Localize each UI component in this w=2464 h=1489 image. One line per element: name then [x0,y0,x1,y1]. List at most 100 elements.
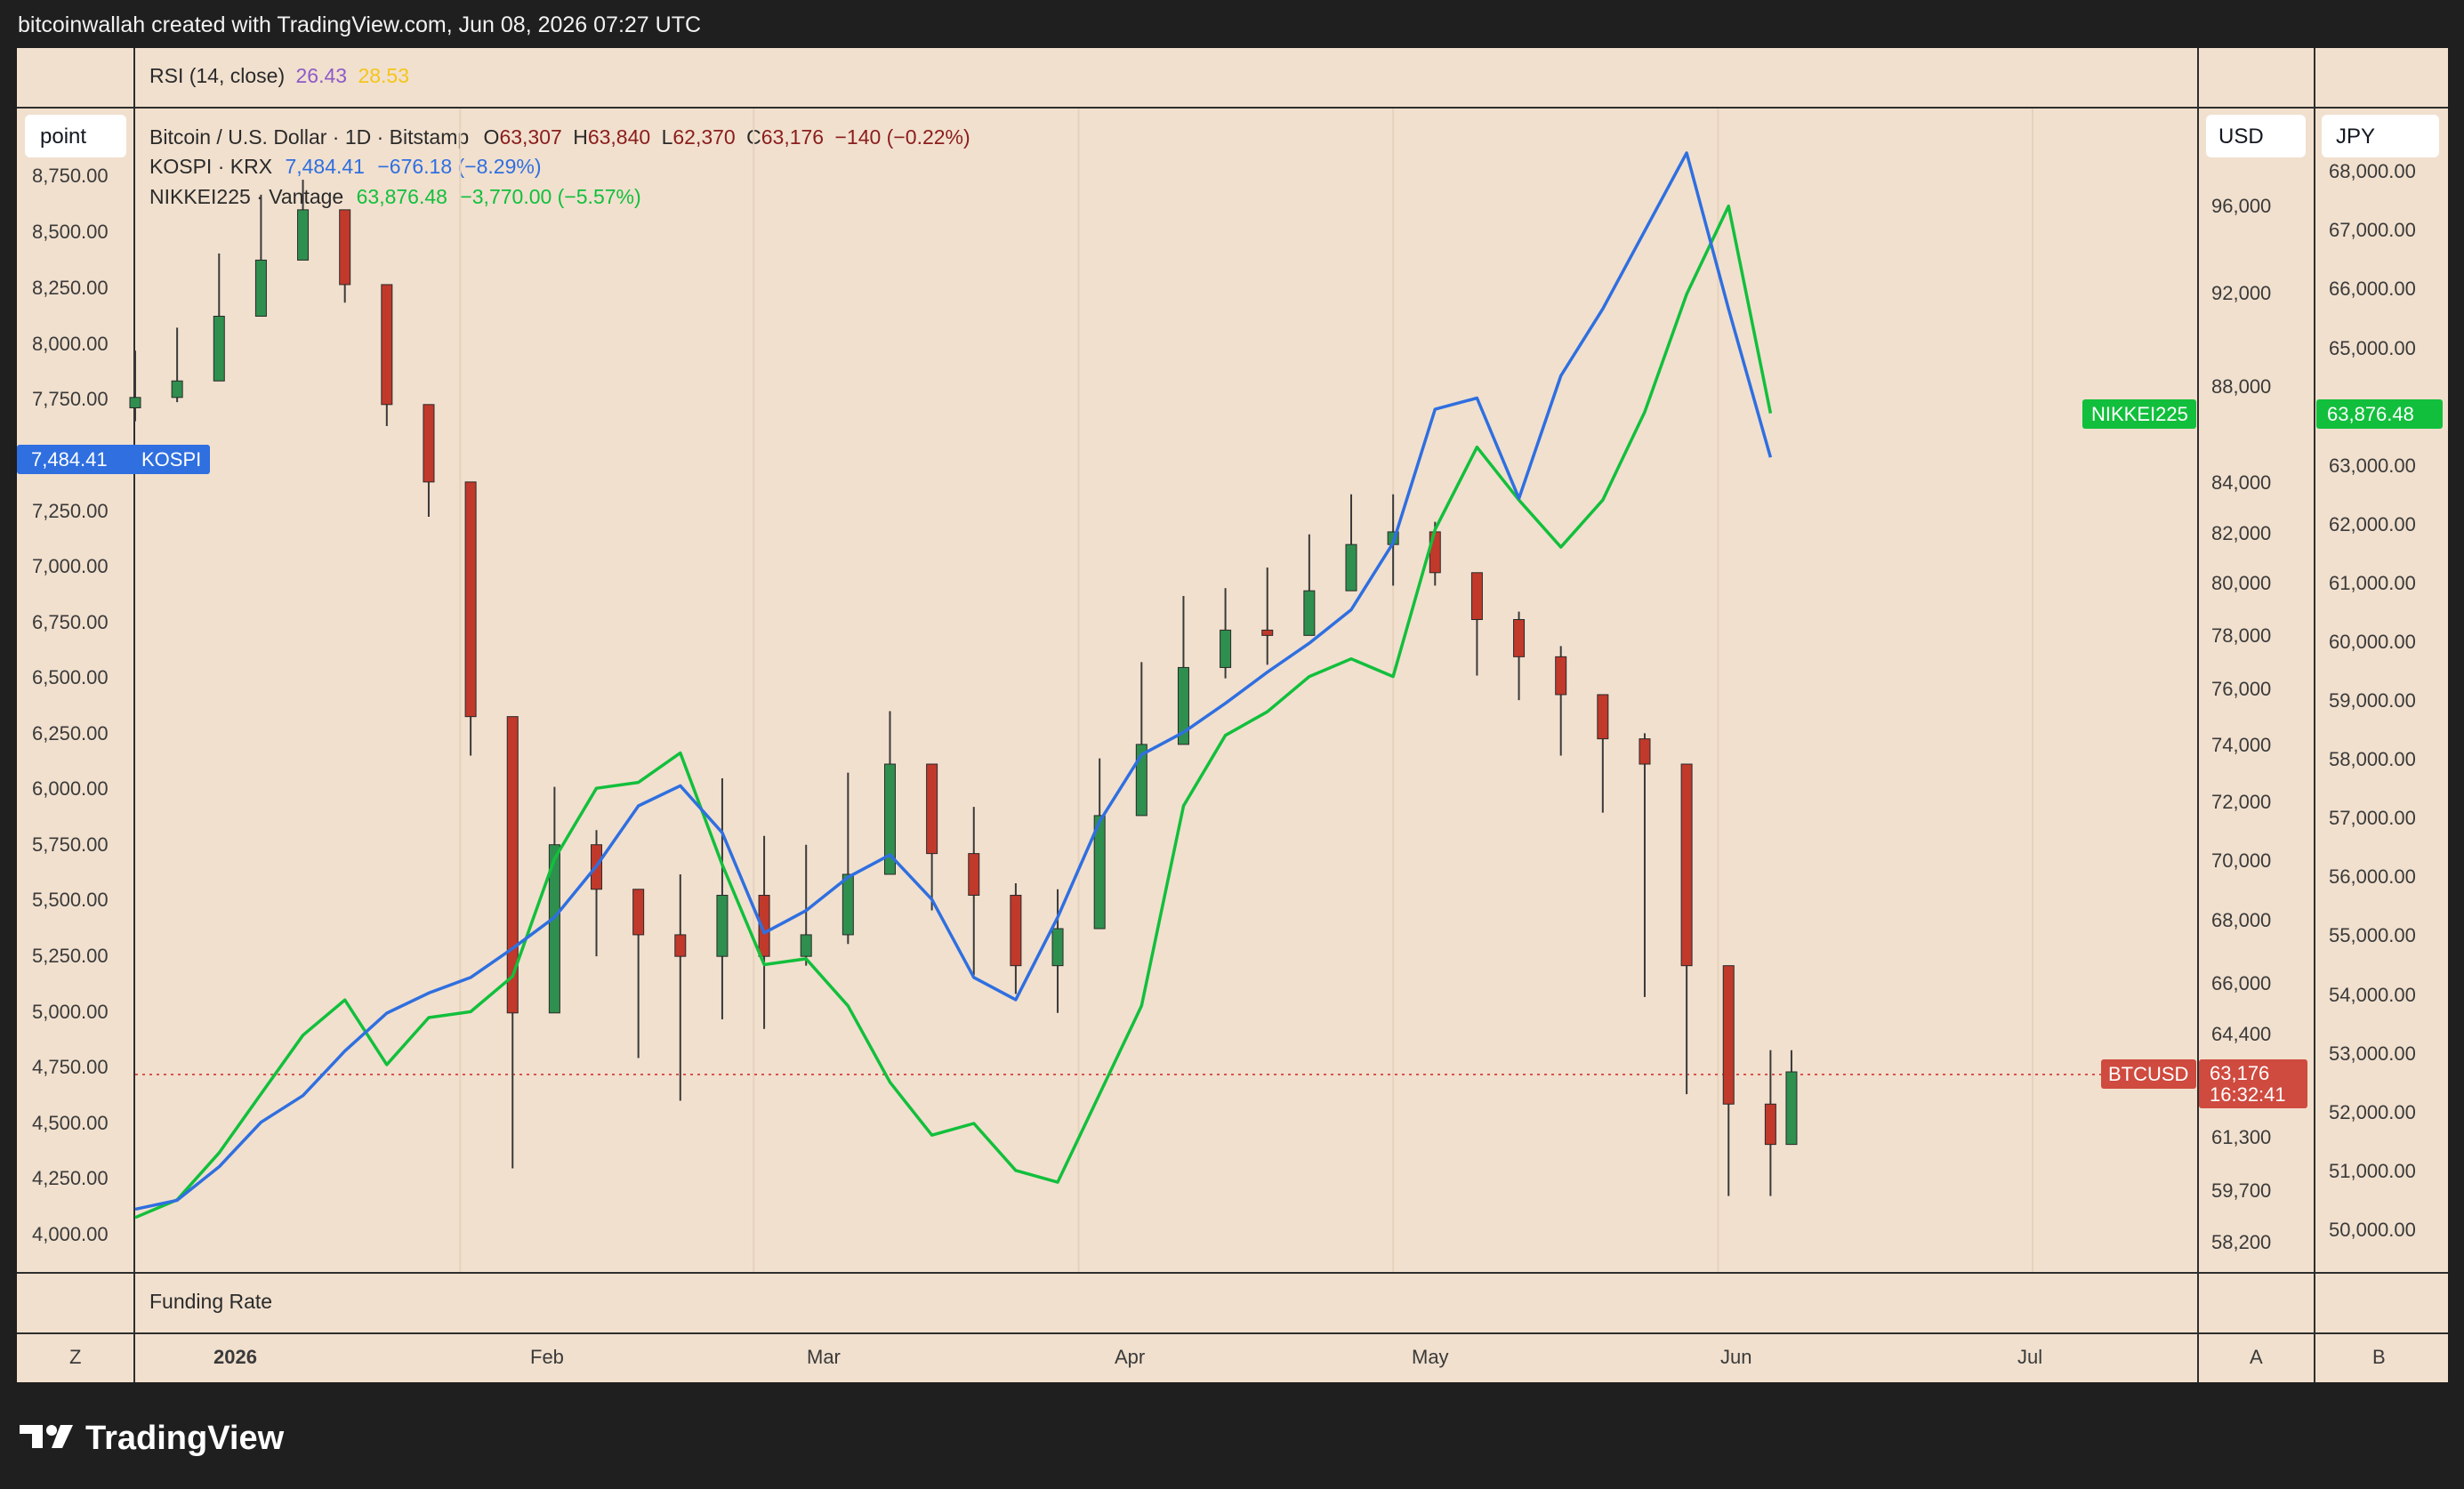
btc-candle-body [1597,694,1609,740]
scale-b-button[interactable]: B [2372,1346,2386,1368]
btc-candle [841,772,854,945]
left-axis-tick: 5,500.00 [32,889,109,911]
btc-candle-body [1177,666,1189,745]
btc-candle [1177,596,1189,745]
left-axis-tick: 8,000.00 [32,333,109,355]
kospi-name: KOSPI · KRX [149,155,273,178]
btc-name: Bitcoin / U.S. Dollar · 1D · Bitstamp [149,125,470,149]
btc-candle [1597,694,1609,813]
nikkei-legend: NIKKEI225 · Vantage 63,876.48 −3,770.00 … [149,185,641,209]
btc-close: 63,176 [761,125,825,149]
usd-axis-tick: 61,300 [2211,1126,2272,1148]
usd-axis-tick: 72,000 [2211,791,2272,813]
btc-candle [632,889,645,1058]
jpy-axis-tick: 52,000.00 [2329,1101,2416,1123]
tradingview-brand-text: TradingView [85,1420,285,1457]
btc-candle-body [800,934,812,957]
btc-candle [674,873,687,1101]
btc-candle-body [1764,1103,1776,1146]
btc-candle [1785,1050,1798,1146]
btc-candle-body [1785,1071,1798,1146]
usd-axis-tick: 64,400 [2211,1023,2272,1045]
left-axis-tick: 5,750.00 [32,833,109,856]
btc-candle [1513,611,1526,701]
btc-candle-body [1220,629,1232,668]
btc-candle-body [1303,590,1316,636]
btc-candle [800,844,812,966]
btc-candle [1261,567,1274,665]
usd-axis-tick: 82,000 [2211,522,2272,544]
btc-candle [297,180,310,261]
nikkei-tag-label: NIKKEI225 [2091,403,2188,425]
btc-candle [129,350,141,422]
jpy-axis-tick: 66,000.00 [2329,278,2416,300]
rsi-label: RSI (14, close) [149,64,286,87]
btc-candle-body [1135,744,1147,817]
rsi-legend: RSI (14, close) 26.43 28.53 [149,64,409,88]
divider-jpy-axis [2314,48,2315,1382]
left-axis-tick: 7,000.00 [32,555,109,577]
jpy-axis-tick: 55,000.00 [2329,924,2416,946]
nikkei-change: −3,770.00 (−5.57%) [460,185,641,208]
btc-candle [1555,646,1567,756]
btc-candle-body [968,853,980,897]
nikkei-value: 63,876.48 [356,185,447,208]
btc-candle [254,194,267,318]
rsi-value-2: 28.53 [358,64,410,87]
jpy-axis-tick: 53,000.00 [2329,1042,2416,1065]
nikkei225-line [134,204,1773,1219]
divider-left-axis [133,48,135,1382]
btc-price-tag: 63,176 16:32:41 [2199,1059,2307,1108]
jpy-axis-tick: 65,000.00 [2329,337,2416,359]
left-axis-tick: 8,250.00 [32,277,109,299]
nikkei-name: NIKKEI225 · Vantage [149,185,344,208]
tradingview-logo-icon [20,1425,73,1448]
btc-change: −140 (−0.22%) [834,125,970,149]
btc-candle [968,807,980,976]
created-by-text: bitcoinwallah created with TradingView.c… [18,12,702,37]
nikkei-label-tag: NIKKEI225 [2082,399,2196,429]
btc-candle-body [841,873,854,936]
time-axis-tick: Jun [1720,1346,1752,1368]
btc-candle [1093,758,1106,930]
btc-candle-body [1470,572,1483,621]
btc-candle-body [1555,656,1567,696]
btc-candle-body [254,259,267,318]
scale-jpy-button[interactable]: JPY [2322,115,2439,157]
jpy-axis-tick: 50,000.00 [2329,1219,2416,1241]
kospi-price-tag: 7,484.41 KOSPI [17,445,210,474]
scale-point-button[interactable]: point [25,115,126,157]
jpy-axis-tick: 58,000.00 [2329,748,2416,770]
scale-usd-button[interactable]: USD [2206,115,2306,157]
zoom-z-button[interactable]: Z [69,1346,82,1368]
rsi-value-1: 26.43 [295,64,348,87]
scale-point-label: point [40,125,87,149]
jpy-axis-tick: 56,000.00 [2329,865,2416,888]
left-axis-tick: 4,500.00 [32,1112,109,1134]
btc-candle-body [758,895,770,957]
btc-high-label: H [573,125,588,149]
btc-tag-label: BTCUSD [2108,1063,2189,1085]
kospi-value: 7,484.41 [285,155,365,178]
funding-rate-label: Funding Rate [149,1290,273,1313]
btc-candle [1639,733,1651,997]
btc-candle [213,253,225,382]
btc-candle-body [506,716,519,1014]
usd-axis-tick: 84,000 [2211,471,2272,494]
left-axis-tick: 5,000.00 [32,1001,109,1023]
auto-scale-a-button[interactable]: A [2250,1346,2263,1368]
usd-axis-tick: 80,000 [2211,572,2272,594]
jpy-axis-tick: 51,000.00 [2329,1160,2416,1182]
left-axis-tick: 7,250.00 [32,500,109,522]
btc-candle-body [423,404,435,483]
divider-rsi-bottom [17,107,2448,109]
btc-candle [1051,889,1064,1013]
left-axis-tick: 6,000.00 [32,777,109,800]
kospi-line [134,151,1773,1211]
usd-axis-tick: 76,000 [2211,678,2272,700]
btc-low: 62,370 [672,125,736,149]
left-axis-tick: 8,500.00 [32,221,109,243]
btc-candle [464,481,477,756]
btc-candle-body [213,316,225,382]
